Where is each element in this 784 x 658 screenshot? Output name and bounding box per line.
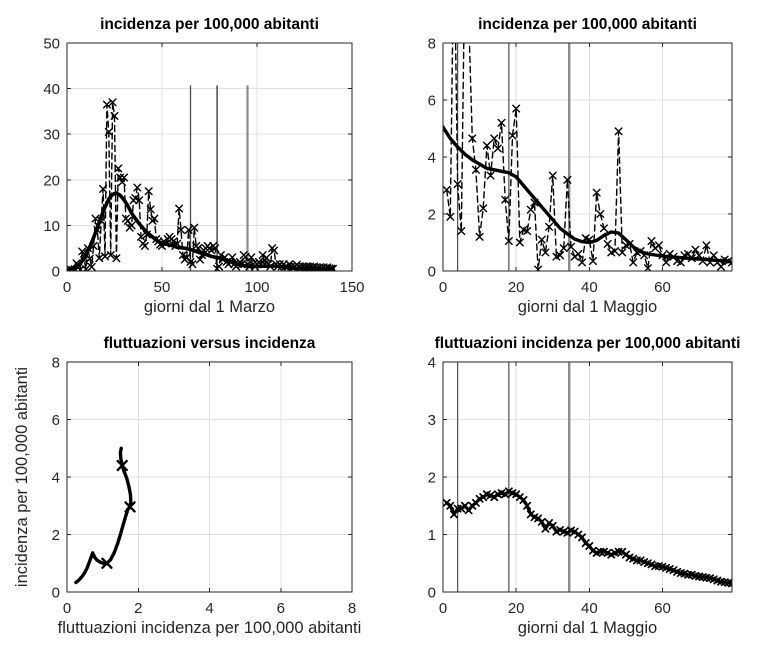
chart-title: fluttuazioni incidenza per 100,000 abita…	[434, 335, 741, 352]
x-tick-label: 0	[63, 279, 71, 296]
y-tick-label: 0	[428, 585, 436, 602]
plot-area-fluctuations-vs-incidence: 0 2 4 6 8 0 2 4 6 8	[52, 355, 357, 618]
y-tick-label: 2	[428, 470, 436, 487]
chart-title: incidenza per 100,000 abitanti	[100, 16, 319, 33]
y-tick-label: 2	[52, 527, 60, 544]
series-layer	[443, 43, 732, 271]
event-lines-layer	[457, 362, 571, 592]
chart-title: fluttuazioni versus incidenza	[103, 335, 316, 352]
series-markers	[443, 104, 732, 271]
series-layer	[74, 446, 136, 585]
x-axis-label: giorni dal 1 Marzo	[143, 298, 276, 316]
y-tick-label: 6	[428, 93, 436, 110]
y-tick-label: 1	[428, 527, 436, 544]
series-solid	[67, 191, 335, 271]
plot-area-incidence-may: 0 20 40 60 0 2 4 6 8	[428, 36, 733, 297]
x-axis-label: giorni dal 1 Maggio	[517, 298, 658, 316]
axis-layer	[66, 361, 353, 593]
chart-incidence-march: incidenza per 100,000 abitanti 0 50 100 150…	[0, 0, 392, 329]
y-tick-label: 30	[43, 127, 60, 144]
x-tick-label: 100	[244, 279, 269, 296]
x-tick-label: 0	[63, 600, 71, 617]
axis-layer	[442, 361, 733, 593]
y-tick-label: 8	[52, 355, 60, 372]
chart-title: incidenza per 100,000 abitanti	[478, 16, 697, 33]
plot-area-incidence-march: 0 50 100 150 0 10 20 30 40 50	[43, 36, 364, 297]
y-tick-label: 8	[428, 36, 436, 53]
tick-labels-layer: 0 50 100 150 0 10 20 30 40 50	[43, 36, 364, 297]
axis-layer	[66, 42, 353, 272]
y-tick-label: 20	[43, 172, 60, 189]
x-tick-label: 50	[154, 279, 171, 296]
grid-layer	[443, 362, 732, 592]
x-tick-label: 60	[654, 600, 671, 617]
x-tick-label: 40	[581, 600, 598, 617]
y-tick-label: 3	[428, 412, 436, 429]
y-tick-label: 50	[43, 36, 60, 53]
y-tick-label: 2	[428, 207, 436, 224]
y-tick-label: 40	[43, 81, 60, 98]
chart-fluctuations-vs-incidence: fluttuazioni versus incidenza 0 2 4 6 8 0 2 4 6 8…	[0, 329, 392, 658]
grid-layer	[67, 362, 352, 592]
chart-incidence-may: incidenza per 100,000 abitanti 0 20 40 60 0 2…	[392, 0, 784, 329]
series-solid	[74, 446, 133, 585]
tick-labels-layer: 0 20 40 60 0 1 2 3 4	[428, 355, 671, 618]
x-tick-label: 150	[339, 279, 364, 296]
y-tick-label: 4	[428, 150, 436, 167]
tick-labels-layer: 0 2 4 6 8 0 2 4 6 8	[52, 355, 357, 618]
plot-area-fluctuations-may: 0 20 40 60 0 1 2 3 4	[428, 355, 733, 618]
grid-layer	[67, 43, 352, 271]
x-tick-label: 20	[508, 600, 525, 617]
tick-labels-layer: 0 20 40 60 0 2 4 6 8	[428, 36, 671, 297]
grid-layer	[443, 43, 732, 271]
series-markers	[443, 487, 732, 588]
series-solid	[443, 125, 730, 263]
x-tick-label: 0	[439, 279, 447, 296]
axis-layer	[442, 42, 733, 272]
series-markers	[101, 459, 136, 569]
x-tick-label: 4	[205, 600, 213, 617]
x-tick-label: 6	[277, 600, 285, 617]
y-tick-label: 10	[43, 218, 60, 235]
x-tick-label: 60	[654, 279, 671, 296]
chart-fluctuations-may: fluttuazioni incidenza per 100,000 abita…	[392, 329, 784, 658]
x-tick-label: 20	[508, 279, 525, 296]
y-tick-label: 0	[428, 264, 436, 281]
x-tick-label: 40	[581, 279, 598, 296]
y-tick-label: 4	[52, 470, 60, 487]
x-axis-label: fluttuazioni incidenza per 100,000 abita…	[57, 619, 362, 637]
x-tick-label: 0	[439, 600, 447, 617]
series-layer	[443, 487, 732, 588]
y-tick-label: 0	[52, 264, 60, 281]
series-layer	[67, 98, 337, 271]
event-lines-layer	[189, 85, 249, 271]
y-tick-label: 6	[52, 412, 60, 429]
y-tick-label: 4	[428, 355, 436, 372]
x-axis-label: giorni dal 1 Maggio	[517, 619, 658, 637]
y-axis-label: incidenza per 100,000 abitanti	[13, 366, 31, 588]
x-tick-label: 2	[134, 600, 142, 617]
y-tick-label: 0	[52, 585, 60, 602]
x-tick-label: 8	[348, 600, 356, 617]
